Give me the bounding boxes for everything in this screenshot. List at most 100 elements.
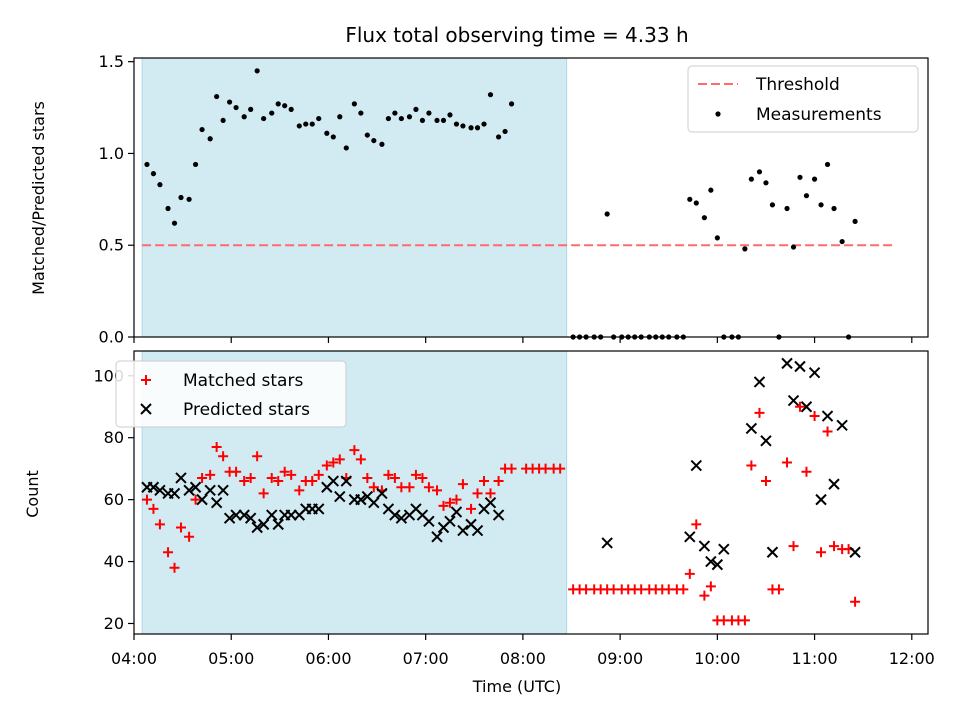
predicted-star-marker <box>423 515 435 528</box>
measurement-point <box>309 121 315 127</box>
measurement-point <box>261 115 267 122</box>
measurement-point <box>241 114 247 120</box>
ratio-panel: 0.0 0.5 1.0 1.5 Matched/Predicted stars Thr… <box>29 52 929 347</box>
measurement-point <box>248 106 254 112</box>
matched-star-marker <box>699 590 710 601</box>
predicted-star-marker <box>836 419 848 432</box>
matched-star-marker <box>678 584 689 595</box>
measurement-point <box>756 169 763 175</box>
matched-star-marker <box>245 472 256 483</box>
count-plot-frame <box>133 350 929 635</box>
predicted-star-marker <box>223 512 236 524</box>
measurement-point <box>693 200 699 206</box>
measurement-point <box>763 180 769 186</box>
y-tick-label: 1.5 <box>99 52 124 71</box>
matched-star-marker <box>457 479 468 490</box>
matched-star-marker <box>273 476 284 487</box>
measurement-point <box>316 115 322 122</box>
predicted-star-marker <box>230 509 242 521</box>
predicted-star-marker <box>327 475 340 487</box>
matched-star-marker <box>294 485 305 496</box>
predicted-star-marker <box>800 401 813 413</box>
measurement-point <box>434 117 440 124</box>
x-tick-label: 12:00 <box>889 649 935 668</box>
matched-star-marker <box>279 466 290 477</box>
predicted-star-marker <box>217 484 229 497</box>
matched-star-marker <box>252 451 263 462</box>
measurement-point <box>502 128 508 135</box>
predicted-star-marker <box>444 515 456 528</box>
count-legend: Matched stars Predicted stars <box>115 360 347 428</box>
measurement-point <box>165 205 171 212</box>
matched-star-marker <box>684 568 695 579</box>
matched-star-marker <box>141 494 152 505</box>
predicted-star-marker <box>684 531 696 543</box>
x-tick-label: 11:00 <box>792 649 838 668</box>
matched-star-marker <box>163 547 174 558</box>
matched-star-marker <box>746 460 757 471</box>
predicted-star-marker <box>718 543 730 555</box>
x-tick-label: 08:00 <box>500 649 546 668</box>
matched-star-marker <box>286 469 297 480</box>
x-tick-label: 04:00 <box>111 649 157 668</box>
threshold-legend-label: Threshold <box>755 75 840 95</box>
legend-box <box>115 360 347 428</box>
measurement-point <box>275 101 281 107</box>
measurement-point <box>150 171 157 177</box>
predicted-star-marker <box>781 357 793 370</box>
predicted-star-marker <box>601 537 613 549</box>
y-tick-label: 80 <box>104 428 124 447</box>
measurement-point <box>392 110 398 116</box>
predicted-star-marker <box>313 503 325 515</box>
measurement-point <box>296 123 302 129</box>
legend-box <box>687 65 919 133</box>
predicted-star-marker <box>196 493 208 506</box>
matched-star-marker <box>438 500 449 511</box>
x-axis-label: Time (UTC) <box>472 677 561 696</box>
predicted-star-marker <box>154 484 166 497</box>
matched-star-marker <box>404 482 415 493</box>
matched-star-marker <box>485 488 496 499</box>
measurement-point <box>811 176 818 182</box>
predicted-star-marker <box>175 472 187 484</box>
matched-star-marker <box>211 441 222 452</box>
matched-star-marker <box>739 615 750 626</box>
matched-star-marker <box>231 466 242 477</box>
measurement-point <box>748 176 754 182</box>
matched-star-marker <box>266 472 277 483</box>
predicted-star-marker <box>238 509 250 521</box>
ratio-x-ticks <box>133 337 913 343</box>
count-x-ticks: 04:00 05:00 06:00 07:00 08:00 09:00 10:00 11:00… <box>111 634 935 668</box>
predicted-star-marker <box>698 540 711 552</box>
matched-star-marker <box>506 463 517 474</box>
measurement-point <box>233 104 239 111</box>
predicted-star-marker <box>457 524 469 537</box>
measurement-point <box>742 246 748 252</box>
measurement-point <box>453 121 460 127</box>
matched-star-marker <box>444 497 455 508</box>
matched-star-marker <box>816 547 827 558</box>
predicted-star-marker <box>368 497 380 509</box>
predicted-star-marker <box>204 484 216 497</box>
matched-star-marker <box>154 519 165 530</box>
matched-star-marker <box>205 469 216 480</box>
predicted-star-marker <box>389 509 401 521</box>
count-points <box>141 357 861 626</box>
measurement-point <box>186 196 192 202</box>
matched-star-marker <box>307 476 318 487</box>
measurement-point <box>784 205 790 212</box>
matched-star-marker <box>801 466 812 477</box>
measurement-point <box>303 121 309 127</box>
matched-star-marker <box>328 457 339 468</box>
measurement-point <box>220 117 226 124</box>
measurement-point <box>714 235 720 241</box>
measurement-point <box>144 161 150 168</box>
matched-star-marker <box>760 476 771 487</box>
figure-title: Flux total observing time = 4.33 h <box>345 23 688 47</box>
measurement-point <box>487 92 494 98</box>
predicted-star-marker <box>471 524 484 537</box>
measurement-point <box>324 130 330 136</box>
y-tick-label: 0.5 <box>99 236 124 255</box>
predicted-star-marker <box>821 410 834 422</box>
